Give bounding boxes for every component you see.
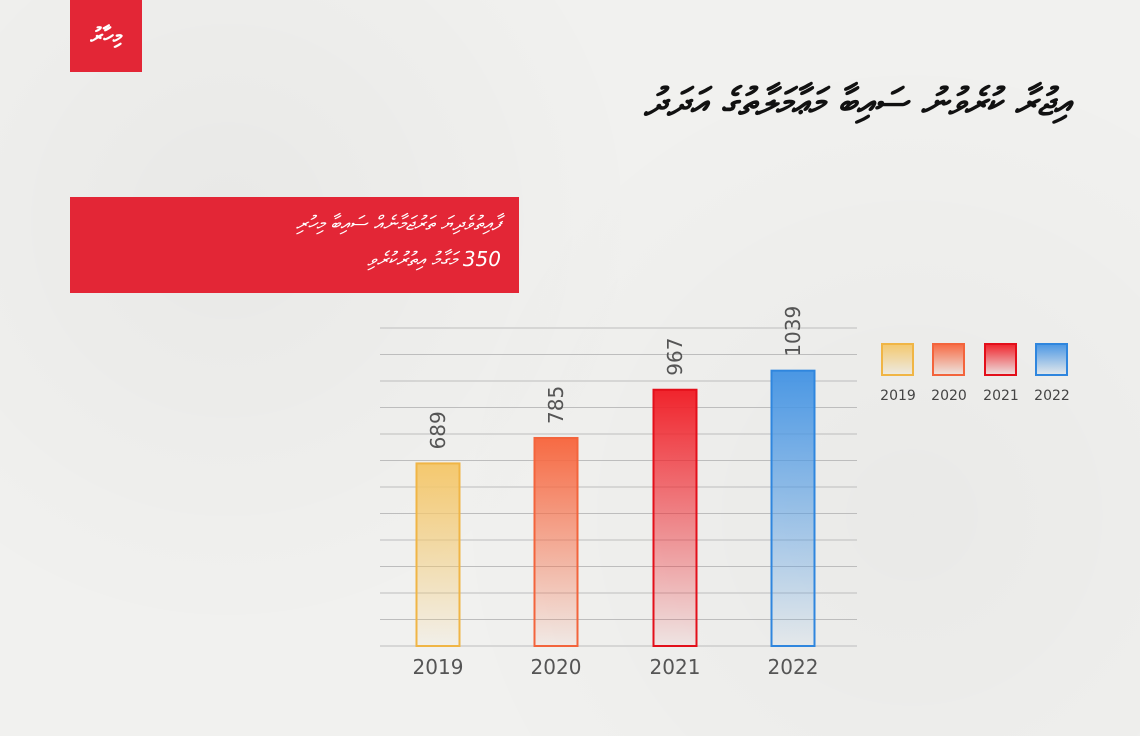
banner-line-2: 350 މަގާމު އިތުރުކުރެވި bbox=[367, 247, 501, 271]
bar-2019 bbox=[415, 462, 461, 648]
page-title: އިޖުރާ ކުރެވުނު ސައިބާ މަޢާމަލާތުގެ އަދަ… bbox=[644, 80, 1070, 124]
x-tick-2021: 2021 bbox=[650, 655, 701, 679]
legend-swatch-2021 bbox=[984, 343, 1017, 376]
x-tick-2020: 2020 bbox=[531, 655, 582, 679]
x-tick-2019: 2019 bbox=[413, 655, 464, 679]
data-label-2022: 1039 bbox=[781, 306, 805, 357]
legend-swatch-2019 bbox=[881, 343, 914, 376]
x-tick-2022: 2022 bbox=[768, 655, 819, 679]
data-label-2021: 967 bbox=[663, 338, 687, 376]
bar-2020 bbox=[533, 436, 579, 647]
brand-logo[interactable]: މިހާރު bbox=[70, 0, 142, 72]
data-label-2020: 785 bbox=[544, 386, 568, 424]
legend-swatch-2022 bbox=[1035, 343, 1068, 376]
legend-label-2019: 2019 bbox=[880, 388, 916, 404]
legend-swatch-2020 bbox=[932, 343, 965, 376]
data-label-2019: 689 bbox=[426, 411, 450, 449]
legend-label-2021: 2021 bbox=[983, 388, 1019, 404]
legend-label-2020: 2020 bbox=[931, 388, 967, 404]
highlight-banner: ފާއިތުވެދިޔަ ތަރުޖަމާނެއް ސައިބާ މިހުރި … bbox=[70, 197, 519, 293]
legend-label-2022: 2022 bbox=[1034, 388, 1070, 404]
logo-text: މިހާރު bbox=[90, 23, 122, 49]
bar-2022 bbox=[770, 369, 816, 647]
banner-line-1: ފާއިތުވެދިޔަ ތަރުޖަމާނެއް ސައިބާ މިހުރި bbox=[295, 211, 501, 235]
bar-2021 bbox=[652, 388, 698, 647]
